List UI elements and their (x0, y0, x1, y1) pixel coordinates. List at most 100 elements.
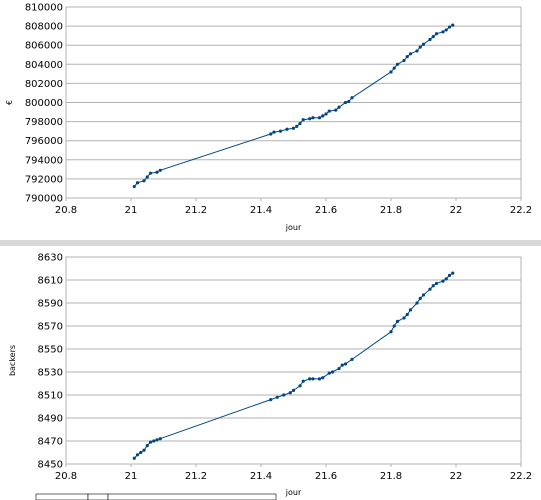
data-point (135, 453, 140, 457)
data-point (301, 118, 305, 122)
data-point (311, 116, 315, 120)
x-tick-label: 21.6 (315, 205, 337, 216)
data-point (350, 96, 354, 100)
y-tick-label: 808000 (25, 22, 63, 33)
y-tick-label: 8450 (38, 460, 63, 471)
data-point (158, 168, 162, 172)
x-tick-label: 20.8 (55, 471, 77, 482)
x-tick-label: 21.4 (250, 205, 272, 216)
data-point (431, 35, 435, 39)
data-point (337, 105, 341, 109)
chart-2-group: 8450 8470 8490 8510 8530 8550 8570 8590 8610 8630… (8, 253, 532, 498)
data-point (343, 100, 348, 105)
series-line (133, 24, 453, 187)
y-tick-label: 8610 (38, 276, 63, 287)
y-tick-label: 8590 (38, 299, 63, 310)
data-point (415, 49, 419, 53)
data-point (327, 371, 331, 375)
data-point (447, 273, 452, 277)
data-point (298, 384, 302, 388)
data-point (402, 58, 406, 63)
spreadsheet-row-strip-top (0, 240, 541, 246)
data-point (343, 362, 348, 366)
x-tick-label: 21.6 (315, 471, 337, 482)
x-tick-label: 21 (125, 205, 138, 216)
data-point (298, 121, 302, 126)
data-point (444, 28, 448, 32)
data-point (275, 395, 279, 399)
data-point (308, 117, 312, 121)
data-point (311, 377, 315, 381)
data-point (324, 112, 328, 116)
data-point (132, 456, 136, 460)
data-point (269, 132, 273, 136)
data-point (395, 319, 400, 323)
x-tick-label: 20.8 (55, 205, 77, 216)
data-point (392, 66, 396, 70)
data-point (421, 42, 426, 46)
spreadsheet-cell[interactable] (35, 493, 89, 500)
data-point (350, 357, 354, 361)
data-point (152, 439, 156, 443)
y-axis-title: € (5, 100, 14, 105)
y-tick-label: 8570 (38, 322, 63, 333)
data-point (434, 32, 439, 36)
data-point (158, 437, 162, 441)
spreadsheet-cell[interactable] (107, 493, 277, 500)
x-tick-label: 22.2 (510, 205, 532, 216)
data-point (405, 312, 409, 317)
data-point (301, 379, 305, 383)
x-axis-title: jour (285, 223, 302, 232)
data-point (392, 324, 396, 328)
y-tick-label: 794000 (25, 155, 63, 166)
y-tick-label: 798000 (25, 117, 63, 128)
data-point (321, 376, 325, 380)
data-point (428, 37, 432, 42)
y-tick-label: 8550 (38, 345, 63, 356)
y-tick-label: 790000 (25, 194, 63, 205)
data-point (347, 99, 351, 104)
data-point (408, 52, 413, 56)
y-tick-label: 792000 (25, 174, 63, 185)
data-point (317, 116, 322, 120)
data-point (434, 281, 439, 286)
data-point (291, 388, 296, 392)
data-point (389, 330, 393, 334)
data-point (148, 171, 153, 175)
y-tick-label: 8490 (38, 414, 63, 425)
data-point (389, 70, 393, 74)
data-point (327, 109, 331, 113)
data-point (145, 444, 149, 448)
data-point (415, 301, 419, 305)
data-point (395, 62, 400, 66)
data-point (431, 284, 435, 288)
y-tick-label: 806000 (25, 41, 63, 52)
x-tick-label: 22.2 (510, 471, 532, 482)
x-tick-label: 21.4 (250, 471, 272, 482)
data-point (408, 308, 413, 312)
data-point (278, 129, 283, 133)
x-tick-label: 21 (125, 471, 138, 482)
spreadsheet-cell[interactable] (87, 493, 109, 500)
data-point (428, 287, 432, 291)
x-tick-label: 21.2 (185, 471, 207, 482)
data-point (330, 370, 335, 374)
data-point (418, 45, 422, 49)
data-point (155, 438, 159, 442)
x-tick-label: 21.8 (380, 471, 402, 482)
data-point (132, 184, 136, 189)
data-point (148, 440, 153, 444)
y-tick-label: 802000 (25, 79, 63, 90)
data-point (308, 377, 312, 381)
plot-area-frame (65, 6, 522, 199)
data-point (155, 170, 159, 174)
series-line (133, 272, 453, 459)
data-point (340, 363, 344, 367)
y-tick-label: 8530 (38, 368, 63, 379)
data-point (418, 296, 422, 300)
data-point (269, 398, 273, 402)
x-tick-label: 21.2 (185, 205, 207, 216)
x-tick-label: 21.8 (380, 205, 402, 216)
x-tick-label: 22 (450, 471, 463, 482)
